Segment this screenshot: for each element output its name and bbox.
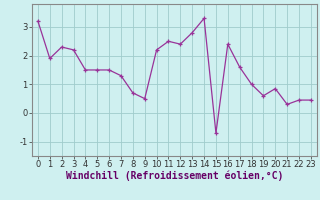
X-axis label: Windchill (Refroidissement éolien,°C): Windchill (Refroidissement éolien,°C) <box>66 171 283 181</box>
